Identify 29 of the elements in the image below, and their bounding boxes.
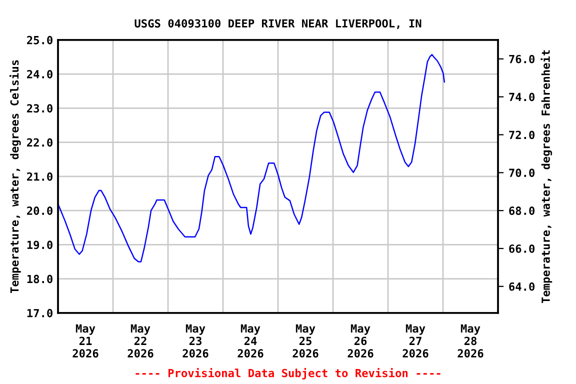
y-tick-label: 18.0 [27,274,52,284]
y-tick-label: 19.0 [27,240,52,250]
x-tick-label: May 24 2026 [238,324,264,358]
x-tick-label: May 23 2026 [182,324,208,358]
y2-tick-label: 64.0 [509,282,535,291]
y2-tick-label: 72.0 [509,130,535,140]
text: ---- Provisional Data Subject to Revision ---- [136,368,440,380]
x-tick-label: May 27 2026 [402,324,428,358]
y-tick-label: 23.0 [27,104,52,113]
y-tick-label: 17.0 [27,308,52,318]
y2-tick-label: 66.0 [509,244,535,253]
y2-tick-label: 70.0 [509,168,535,178]
x-tick-label: May 22 2026 [128,324,154,358]
y-tick-label: 21.0 [27,172,52,181]
x-tick-label: May 21 2026 [72,324,98,358]
y-tick-label: 22.0 [27,138,52,147]
y-axis-title: Temperature, water, degrees Celsius [9,60,21,294]
y2-tick-label: 76.0 [509,54,535,64]
x-tick-label: May 25 2026 [292,324,318,358]
x-tick-label: May 28 2026 [458,324,484,358]
y-tick-label: 20.0 [27,206,52,215]
y2-axis-title: Temperature, water, degrees Fahrenheit [540,50,552,304]
chart-title: USGS 04093100 DEEP RIVER NEAR LIVERPOOL, IN [134,19,422,29]
x-tick-label: May 26 2026 [348,324,374,358]
line-series [58,54,446,262]
y-tick-label: 24.0 [27,70,52,78]
y-tick-label: 25.0 [27,36,52,44]
y2-tick-label: 68.0 [509,206,535,215]
y2-tick-label: 74.0 [509,92,535,102]
